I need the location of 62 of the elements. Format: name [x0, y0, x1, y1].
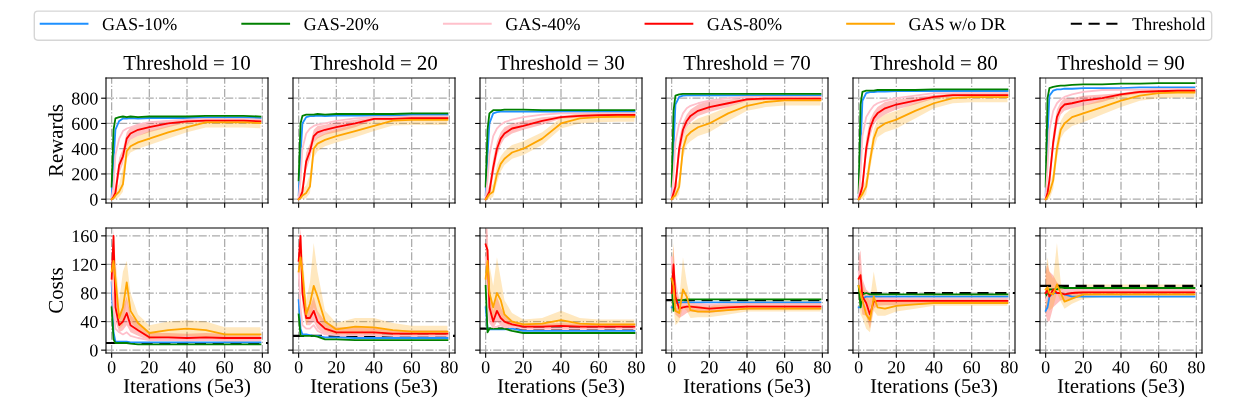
x-axis-title: Iterations (5e3) — [310, 378, 437, 398]
x-tick-label: 60 — [963, 361, 981, 374]
x-axis-title: Iterations (5e3) — [870, 378, 997, 398]
x-tick-label: 80 — [628, 361, 645, 374]
x-tick-label: 0 — [481, 361, 490, 374]
y-tick-label: 40 — [80, 315, 98, 329]
legend-label: GAS-10% — [102, 18, 177, 31]
x-axis-title: Iterations (5e3) — [683, 378, 810, 398]
x-tick-label: 20 — [1075, 361, 1092, 374]
x-tick-label: 80 — [254, 361, 271, 374]
line-series — [110, 259, 262, 336]
x-tick-label: 40 — [178, 361, 196, 374]
legend-label: GAS-40% — [505, 18, 580, 31]
x-tick-label: 20 — [888, 361, 905, 374]
x-tick-label: 40 — [552, 361, 570, 374]
x-tick-label: 0 — [1041, 361, 1050, 374]
y-tick-label: 160 — [72, 230, 98, 243]
y-tick-label: 600 — [72, 117, 98, 130]
chart-title: Threshold = 20 — [310, 55, 437, 70]
x-tick-label: 80 — [441, 361, 458, 374]
y-tick-label: 800 — [71, 92, 98, 105]
x-axis-title: Iterations (5e3) — [497, 378, 624, 398]
x-tick-label: 80 — [814, 361, 831, 374]
x-tick-label: 20 — [141, 361, 158, 374]
y-tick-label: 200 — [72, 168, 98, 181]
x-axis-title: Iterations (5e3) — [1057, 378, 1184, 398]
y-axis-title: Rewards — [48, 104, 63, 177]
x-tick-label: 40 — [738, 361, 756, 374]
x-axis-title: Iterations (5e3) — [123, 378, 250, 398]
legend-label: GAS-80% — [707, 18, 782, 31]
x-tick-label: 20 — [515, 361, 532, 374]
y-tick-label: 120 — [72, 258, 98, 271]
x-tick-label: 0 — [854, 361, 863, 374]
chart-title: Threshold = 70 — [683, 55, 810, 70]
legend-label: GAS-20% — [304, 18, 379, 31]
y-tick-label: 80 — [80, 287, 98, 300]
legend-label: GAS w/o DR — [909, 18, 1006, 31]
line-series — [110, 306, 262, 346]
legend-label: Threshold — [1132, 17, 1206, 31]
y-axis-title: Costs — [48, 268, 63, 313]
x-tick-label: 60 — [216, 361, 234, 374]
chart-title: Threshold = 80 — [870, 55, 997, 70]
x-tick-label: 60 — [1150, 361, 1168, 374]
chart-title: Threshold = 90 — [1057, 55, 1184, 70]
x-tick-label: 40 — [1112, 361, 1130, 374]
y-tick-label: 400 — [71, 142, 98, 156]
x-tick-label: 20 — [701, 361, 718, 374]
chart-title: Threshold = 30 — [497, 55, 624, 70]
x-tick-label: 60 — [403, 361, 421, 374]
x-tick-label: 20 — [328, 361, 345, 374]
x-tick-label: 0 — [294, 361, 303, 374]
x-tick-label: 0 — [107, 361, 116, 374]
x-tick-label: 60 — [590, 361, 608, 374]
x-tick-label: 80 — [1188, 361, 1205, 374]
x-tick-label: 0 — [667, 361, 676, 374]
chart-title: Threshold = 10 — [123, 55, 250, 70]
x-tick-label: 40 — [365, 361, 383, 374]
y-tick-label: 0 — [90, 344, 98, 357]
y-tick-label: 0 — [90, 193, 98, 206]
x-tick-label: 60 — [776, 361, 794, 374]
x-tick-label: 80 — [1001, 361, 1018, 374]
x-tick-label: 40 — [925, 361, 943, 374]
